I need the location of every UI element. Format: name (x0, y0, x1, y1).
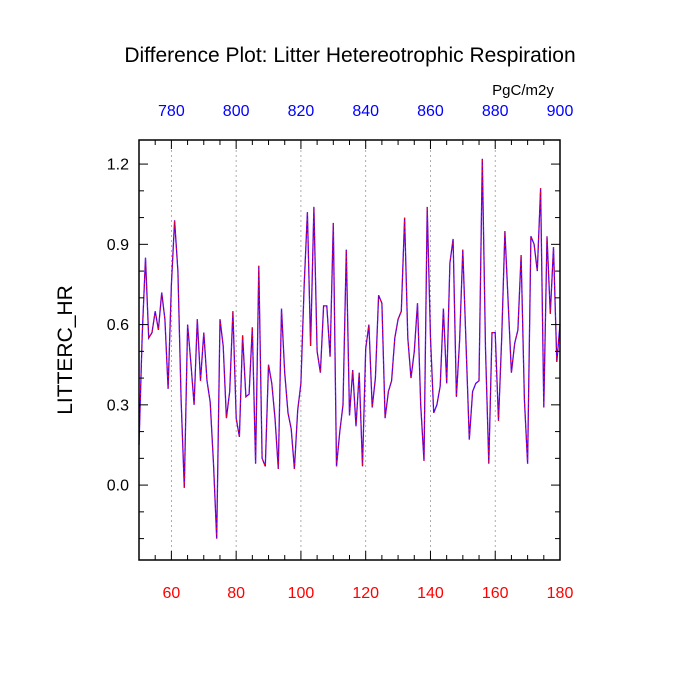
plot-frame (138, 139, 561, 561)
y-tick-label: 0.0 (107, 478, 129, 495)
top-tick-label: 780 (158, 103, 185, 120)
y-tick-label: 0.6 (107, 317, 129, 334)
tick-labels: 60 780 80 800 100 820 120 840 140 860 160 880 180 900… (107, 103, 574, 602)
x-tick-label: 80 (227, 585, 245, 602)
series-layer (138, 158, 561, 539)
x-tick-label: 100 (288, 585, 315, 602)
units-label: PgC/m2y (492, 82, 554, 99)
y-tick-label: 1.2 (107, 157, 129, 174)
top-tick-label: 900 (547, 103, 574, 120)
chart-title: Difference Plot: Litter Hetereotrophic R… (124, 44, 575, 67)
top-tick-label: 860 (417, 103, 444, 120)
top-tick-label: 840 (352, 103, 379, 120)
top-tick-label: 880 (482, 103, 509, 120)
x-tick-label: 120 (352, 585, 379, 602)
x-tick-label: 140 (417, 585, 444, 602)
x-tick-label: 60 (162, 585, 180, 602)
y-axis-label: LITTERC_HR (54, 285, 77, 415)
x-tick-label: 160 (482, 585, 509, 602)
top-tick-label: 820 (288, 103, 315, 120)
y-tick-label: 0.9 (107, 237, 129, 254)
y-tick-label: 0.3 (107, 397, 129, 414)
x-tick-label: 180 (547, 585, 574, 602)
series-line (138, 158, 561, 539)
top-tick-label: 800 (223, 103, 250, 120)
